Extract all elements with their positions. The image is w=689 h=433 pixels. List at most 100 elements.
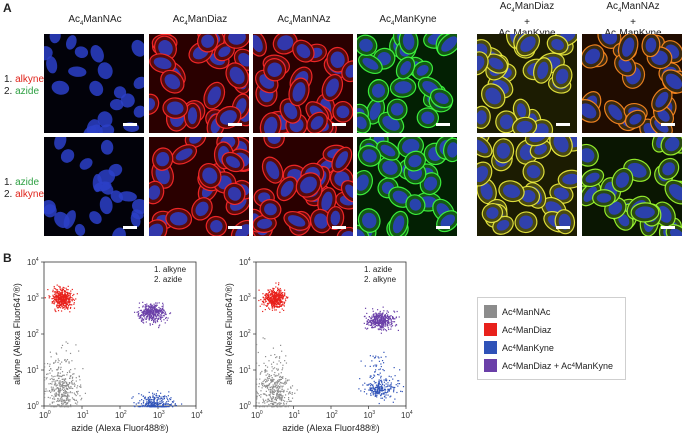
data-point [152,306,154,308]
data-point [371,360,373,362]
data-point [159,317,162,319]
data-point [269,290,271,292]
data-point [67,302,69,304]
data-point [55,299,58,301]
data-point [271,380,273,382]
data-point [379,315,381,317]
data-point [142,406,144,408]
data-point [159,318,162,320]
data-point [277,396,279,398]
data-point [59,303,61,305]
data-point [366,393,368,395]
data-point [274,371,276,374]
data-point [273,388,275,391]
scale-bar [123,123,137,126]
micrograph-mandiaz-row2 [149,137,249,236]
data-point [157,317,159,319]
data-point [70,292,72,295]
data-point [140,320,143,322]
data-point [267,307,270,309]
data-point [370,393,372,395]
data-point [62,382,64,384]
data-point [370,387,372,389]
data-point [66,297,68,300]
data-point [64,394,66,396]
data-point [277,284,280,286]
data-point [277,298,279,300]
data-point [371,323,373,325]
micrograph-image [477,137,577,236]
scale-bar [332,123,346,126]
data-point [283,303,285,305]
cell-nucleus [402,138,420,154]
data-point [267,302,269,305]
data-point [384,388,386,390]
data-point [59,301,61,303]
legend-post: ManKyne [574,360,614,371]
data-point [379,388,381,390]
cell-nucleus [175,148,193,161]
cell-nucleus [86,119,101,133]
data-point [279,298,281,301]
data-point [163,309,165,311]
data-point [280,390,282,392]
data-point [73,293,75,296]
data-point [51,395,53,397]
cell-nucleus [89,80,104,97]
combo-post: ManKyne [619,28,662,39]
cell-nucleus [79,158,93,170]
col-head-sub: 4 [288,21,293,27]
micrograph-mannac-row2 [44,137,144,236]
data-point [144,397,146,399]
data-point [366,328,368,330]
data-point [59,291,61,293]
data-point [281,304,283,306]
data-point [65,304,67,306]
data-point [44,379,46,381]
data-point [152,405,154,407]
data-point [391,325,394,327]
micrograph-mannac-row1 [44,34,144,133]
micrograph-mankyne-row1 [357,34,457,133]
data-point [385,383,387,385]
legend-item-mannac: Ac 4 ManNAc [484,305,550,318]
cell-nucleus [280,180,294,197]
data-point [60,366,62,368]
data-point [387,384,389,386]
data-point [390,376,392,378]
data-point [73,392,75,394]
data-point [143,311,145,313]
cell-nucleus [486,207,499,219]
data-point [52,300,54,303]
data-point [379,314,382,317]
data-point [162,395,164,398]
data-point [67,294,69,296]
data-point [375,322,378,324]
x-tick-label: 101 [289,410,301,420]
scale-bar [556,226,570,229]
data-point [381,380,383,382]
data-point [261,383,263,385]
data-point [373,318,375,321]
data-point [270,298,272,300]
data-point [58,291,60,293]
data-point [152,319,155,321]
data-point [55,292,57,295]
data-point [390,387,392,389]
data-point [266,387,268,389]
cell-nucleus [392,215,405,234]
data-point [271,366,273,368]
data-point [67,399,70,401]
data-point [269,400,271,402]
data-point [276,356,278,358]
data-point [360,390,362,392]
data-point [161,406,163,408]
data-point [52,297,54,300]
cell-nucleus [392,190,409,204]
data-point [265,300,267,302]
data-point [288,392,290,394]
data-point [268,298,270,300]
data-point [145,318,147,320]
data-point [374,321,376,323]
data-point [367,322,369,324]
